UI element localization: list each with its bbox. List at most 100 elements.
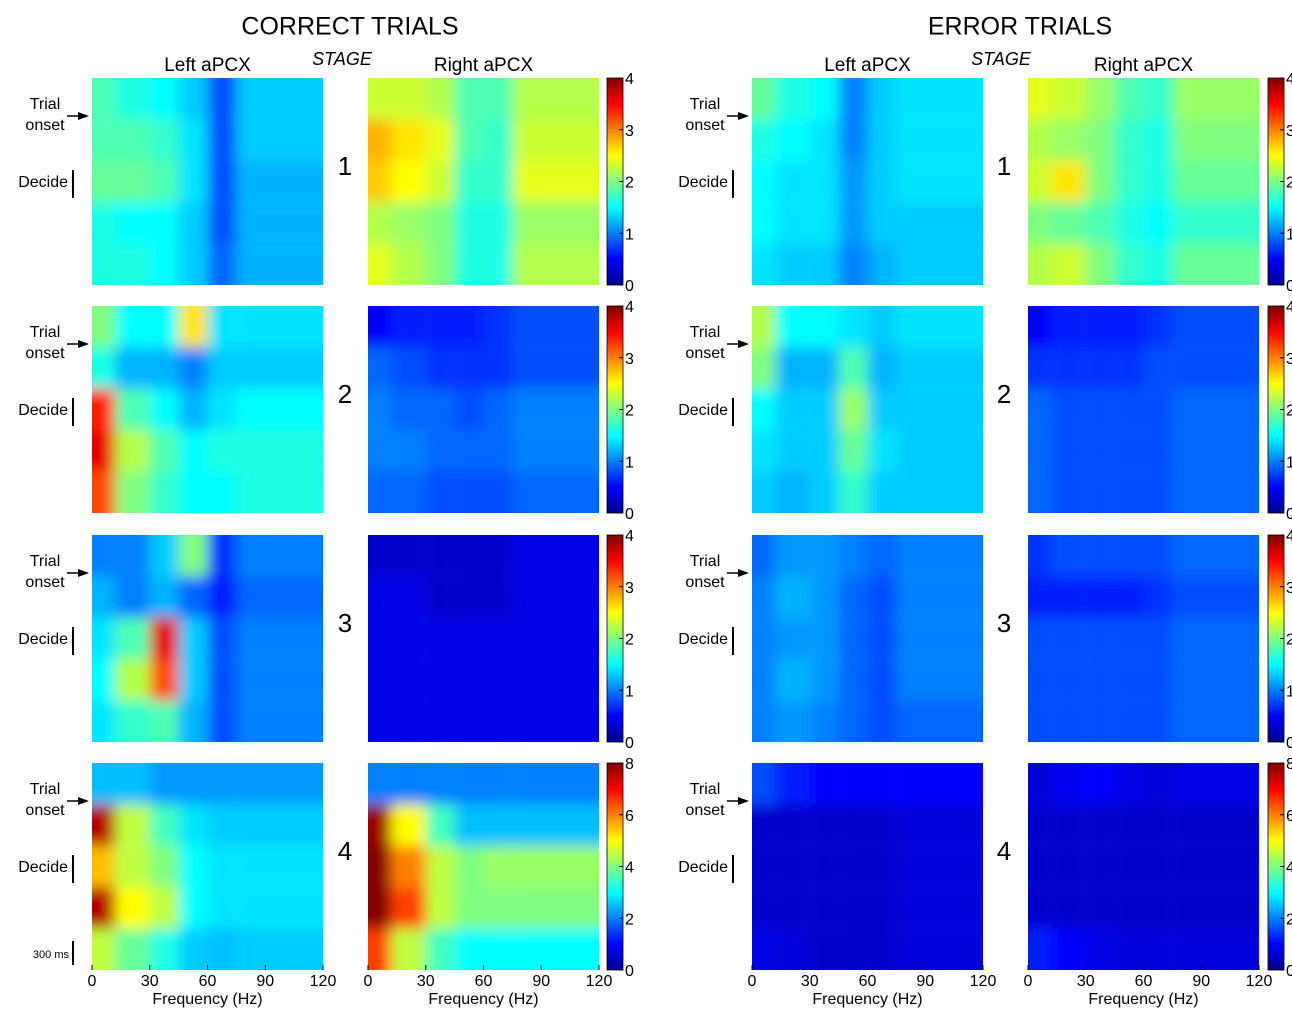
heatmap-cell bbox=[1172, 763, 1259, 805]
heatmap-cell bbox=[752, 78, 776, 120]
heatmap-cell bbox=[368, 347, 392, 389]
heatmap-cell bbox=[425, 535, 455, 577]
heatmap-cell bbox=[1143, 78, 1173, 120]
heatmap-cells bbox=[752, 535, 983, 742]
heatmap-cell bbox=[1051, 347, 1086, 389]
heatmap-cell bbox=[752, 119, 776, 161]
x-tick-label: 0 bbox=[364, 973, 373, 990]
heatmap-cell bbox=[1172, 430, 1259, 472]
decide-label: Decide bbox=[18, 402, 68, 419]
heatmap-cell bbox=[867, 202, 897, 244]
x-axis-label: Frequency (Hz) bbox=[1088, 991, 1198, 1008]
heatmap-cell bbox=[454, 119, 484, 161]
heatmap-cell bbox=[115, 535, 150, 577]
heatmap bbox=[1028, 763, 1259, 970]
heatmap-cell bbox=[236, 887, 323, 929]
heatmap-cell bbox=[483, 347, 513, 389]
heatmap-cell bbox=[1028, 78, 1052, 120]
heatmap-cell bbox=[775, 78, 810, 120]
heatmap-cell bbox=[809, 243, 839, 285]
heatmap-cell bbox=[867, 243, 897, 285]
heatmap-cell bbox=[92, 928, 116, 970]
heatmap-cell bbox=[149, 887, 179, 929]
heatmap-cell bbox=[512, 700, 599, 742]
x-axis-label: Frequency (Hz) bbox=[152, 991, 262, 1008]
heatmap-cell bbox=[207, 845, 237, 888]
heatmap-cell bbox=[896, 160, 983, 203]
heatmap-cell bbox=[425, 430, 455, 472]
heatmap-cell bbox=[1143, 804, 1173, 846]
colorbar-tick-label: 1 bbox=[1286, 226, 1292, 243]
heatmap-cells bbox=[752, 306, 983, 513]
heatmap-cell bbox=[178, 700, 208, 742]
heatmap-cell bbox=[425, 887, 455, 929]
heatmap-cell bbox=[1172, 306, 1259, 348]
heatmap-cell bbox=[178, 347, 208, 389]
heatmap-cell bbox=[454, 804, 484, 846]
heatmap-cell bbox=[236, 78, 323, 120]
trial-label: onset bbox=[25, 117, 65, 134]
heatmap-cell bbox=[838, 763, 868, 805]
heatmap-cell bbox=[775, 617, 810, 660]
heatmap-cell bbox=[775, 471, 810, 513]
heatmap-cell bbox=[1172, 471, 1259, 513]
heatmap-cell bbox=[425, 928, 455, 970]
heatmap-cell bbox=[149, 763, 179, 805]
heatmap-cell bbox=[838, 347, 868, 389]
heatmap-cell bbox=[483, 160, 513, 203]
heatmap-cell bbox=[752, 471, 776, 513]
heatmap-cell bbox=[368, 763, 392, 805]
stage-number: 4 bbox=[338, 836, 352, 866]
heatmap-cell bbox=[1028, 243, 1052, 285]
heatmap-cell bbox=[391, 659, 426, 701]
heatmap-cell bbox=[483, 202, 513, 244]
heatmap-cell bbox=[391, 388, 426, 431]
heatmap-cell bbox=[149, 119, 179, 161]
heatmap-cell bbox=[92, 388, 116, 431]
heatmap-cell bbox=[178, 576, 208, 618]
heatmap-cell bbox=[236, 845, 323, 888]
heatmap-cell bbox=[391, 535, 426, 577]
x-tick-label: 120 bbox=[586, 973, 613, 990]
heatmap-cell bbox=[115, 763, 150, 805]
heatmap-cell bbox=[207, 659, 237, 701]
heatmap-cell bbox=[896, 243, 983, 285]
colorbar-tick-label: 0 bbox=[625, 278, 634, 295]
trial-label: onset bbox=[25, 345, 65, 362]
heatmap-cell bbox=[149, 845, 179, 888]
heatmap-cell bbox=[368, 659, 392, 701]
heatmap-cell bbox=[752, 700, 776, 742]
x-axis-label: Frequency (Hz) bbox=[812, 991, 922, 1008]
x-tick-label: 30 bbox=[1077, 973, 1095, 990]
colorbar-tick-label: 3 bbox=[1286, 580, 1292, 597]
heatmap-cell bbox=[1051, 119, 1086, 161]
heatmap-cell bbox=[867, 576, 897, 618]
heatmap-cell bbox=[1051, 430, 1086, 472]
heatmap-cell bbox=[1028, 306, 1052, 348]
heatmap-cell bbox=[896, 535, 983, 577]
heatmap-cell bbox=[1051, 535, 1086, 577]
heatmap-cell bbox=[1172, 388, 1259, 431]
heatmap-cell bbox=[207, 535, 237, 577]
column-label: Left aPCX bbox=[164, 55, 251, 76]
heatmap-cell bbox=[1114, 306, 1144, 348]
heatmap-cell bbox=[512, 119, 599, 161]
heatmap-cell bbox=[867, 347, 897, 389]
heatmap-cell bbox=[483, 700, 513, 742]
heatmap-cell bbox=[1028, 928, 1052, 970]
heatmap-cell bbox=[483, 430, 513, 472]
heatmap-cell bbox=[368, 700, 392, 742]
heatmap-cell bbox=[752, 928, 776, 970]
heatmap-cell bbox=[236, 119, 323, 161]
heatmap-cell bbox=[115, 306, 150, 348]
heatmap-cell bbox=[1028, 119, 1052, 161]
heatmap-cell bbox=[809, 659, 839, 701]
heatmap bbox=[92, 763, 323, 970]
heatmap-cell bbox=[92, 887, 116, 929]
colorbar-tick-label: 2 bbox=[625, 175, 634, 192]
heatmap-cell bbox=[115, 471, 150, 513]
heatmap-cell bbox=[454, 471, 484, 513]
heatmap-cell bbox=[483, 78, 513, 120]
heatmap-cell bbox=[483, 928, 513, 970]
heatmap-cell bbox=[838, 160, 868, 203]
